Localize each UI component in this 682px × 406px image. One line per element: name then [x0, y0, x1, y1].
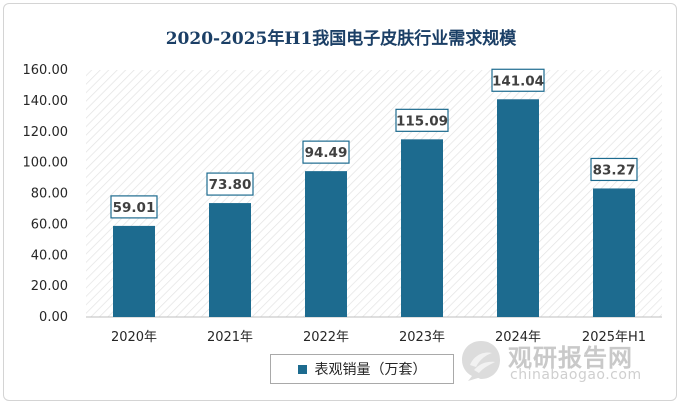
watermark: 观研报告网 chinabaogao.com [458, 335, 658, 387]
data-label-box [302, 140, 350, 164]
watermark-site: chinabaogao.com [510, 367, 642, 383]
bar [593, 188, 635, 317]
y-tick-label: 160.00 [23, 63, 69, 78]
x-tick-label: 2022年 [303, 330, 349, 345]
x-tick-label: 2020年 [111, 330, 157, 345]
watermark-name: 观研报告网 [508, 344, 633, 372]
data-label-box [110, 195, 158, 219]
bar [113, 225, 155, 317]
legend-label: 表观销量（万套） [314, 362, 427, 378]
data-label: 141.04 [492, 73, 544, 89]
chart-title: 2020-2025年H1我国电子皮肤行业需求规模 [165, 29, 517, 49]
x-tick-label: 2024年 [495, 330, 541, 345]
data-label-box [206, 172, 254, 196]
y-tick-label: 20.00 [31, 279, 68, 294]
y-axis: 0.00 20.00 40.00 60.00 80.00 100.00 120.00 140.… [23, 63, 662, 325]
legend-swatch [297, 364, 307, 374]
y-tick-label: 120.00 [23, 125, 69, 140]
data-label: 73.80 [209, 177, 252, 193]
data-label: 83.27 [593, 162, 636, 178]
y-tick-label: 60.00 [31, 217, 68, 232]
x-tick-label: 2023年 [399, 330, 445, 345]
data-label: 94.49 [305, 145, 348, 161]
data-label-box [590, 157, 638, 182]
x-axis: 2020年 2021年 2022年 2023年 2024年 2025年H1 [111, 330, 646, 345]
bars [113, 99, 635, 317]
data-label-box [491, 68, 545, 92]
data-labels: 59.01 73.80 94.49 115.09 141.04 83.27 [110, 68, 638, 219]
bar [305, 171, 347, 317]
chinabaogao-logo-icon [462, 341, 500, 381]
data-label-box [395, 108, 449, 132]
bar [401, 139, 443, 317]
y-tick-label: 140.00 [23, 94, 69, 109]
y-tick-label: 80.00 [31, 187, 68, 202]
bar [209, 203, 251, 317]
data-label: 59.01 [113, 200, 156, 216]
plot-area [86, 70, 662, 317]
data-label: 115.09 [396, 113, 448, 129]
x-tick-label: 2021年 [207, 330, 253, 345]
y-tick-label: 40.00 [31, 248, 68, 263]
y-tick-label: 0.00 [39, 310, 68, 325]
legend: 表观销量（万套） [270, 354, 454, 384]
y-tick-label: 100.00 [23, 156, 69, 171]
bar [497, 99, 539, 317]
x-tick-label: 2025年H1 [582, 330, 646, 345]
